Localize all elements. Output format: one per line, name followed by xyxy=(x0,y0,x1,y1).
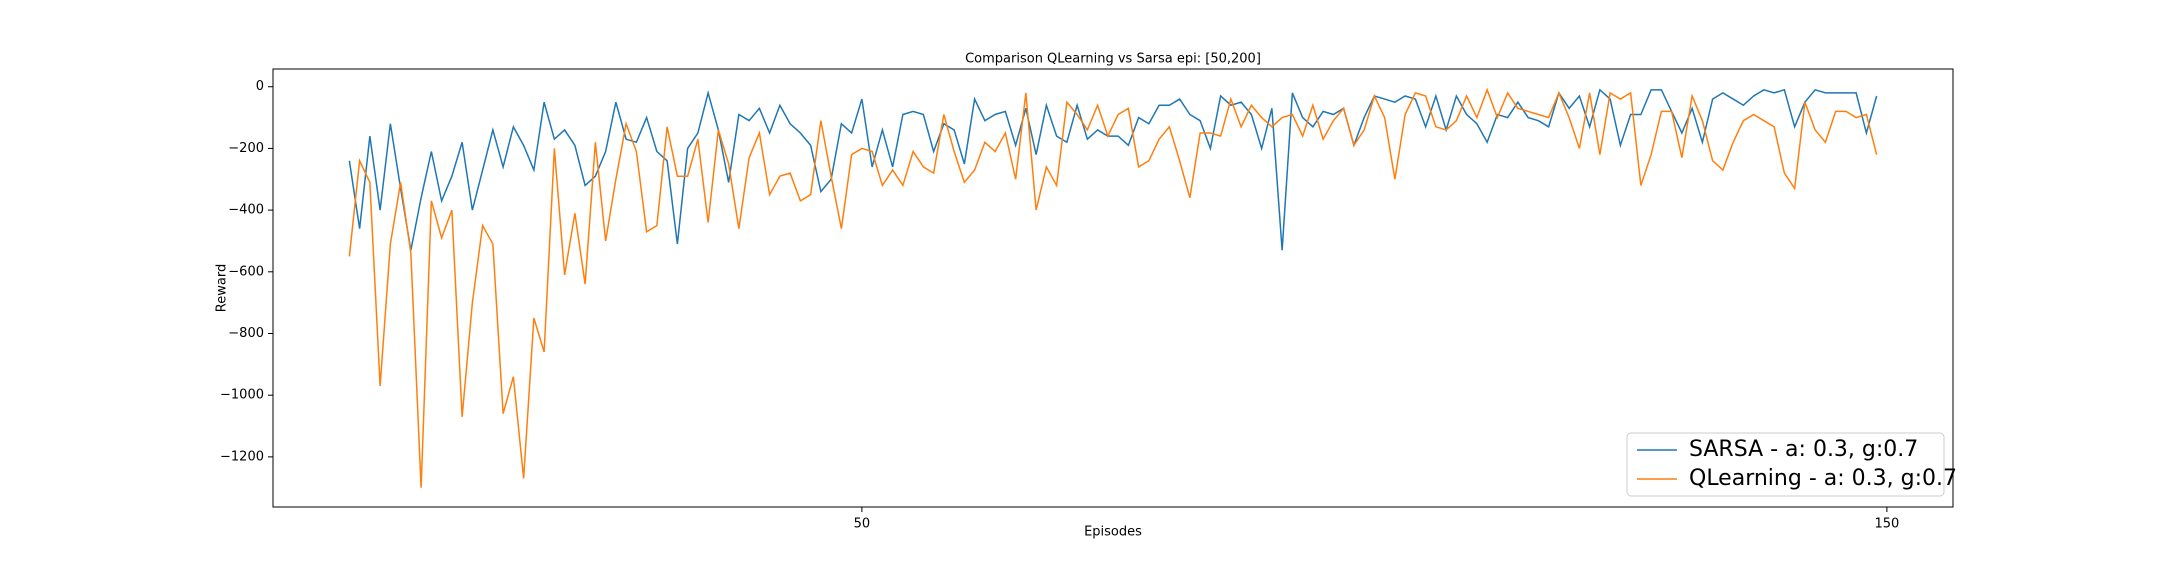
plot-frame xyxy=(272,68,1954,508)
y-tick-label: 0 xyxy=(256,79,264,94)
y-axis-label: Reward xyxy=(215,264,230,312)
y-tick-label: −600 xyxy=(228,264,264,279)
y-tick-label: −400 xyxy=(228,203,264,218)
y-tick-label: −800 xyxy=(228,326,264,341)
legend-box xyxy=(1626,432,1945,497)
legend-label: SARSA - a: 0.3, g:0.7 xyxy=(1689,437,1918,462)
legend: SARSA - a: 0.3, g:0.7 QLearning - a: 0.3,… xyxy=(1626,432,1957,497)
y-tick-label: −1000 xyxy=(220,388,264,403)
line xyxy=(348,88,1878,251)
x-axis-label: Episodes xyxy=(1084,525,1142,540)
x-tick-label: 50 xyxy=(854,517,871,532)
y-tick-label: −1200 xyxy=(220,449,264,464)
x-tick-label: 150 xyxy=(1874,517,1899,532)
line xyxy=(348,87,1878,488)
y-tick-label: −200 xyxy=(228,141,264,156)
legend-label: QLearning - a: 0.3, g:0.7 xyxy=(1689,466,1957,491)
chart-title: Comparison QLearning vs Sarsa epi: [50,2… xyxy=(965,52,1261,67)
